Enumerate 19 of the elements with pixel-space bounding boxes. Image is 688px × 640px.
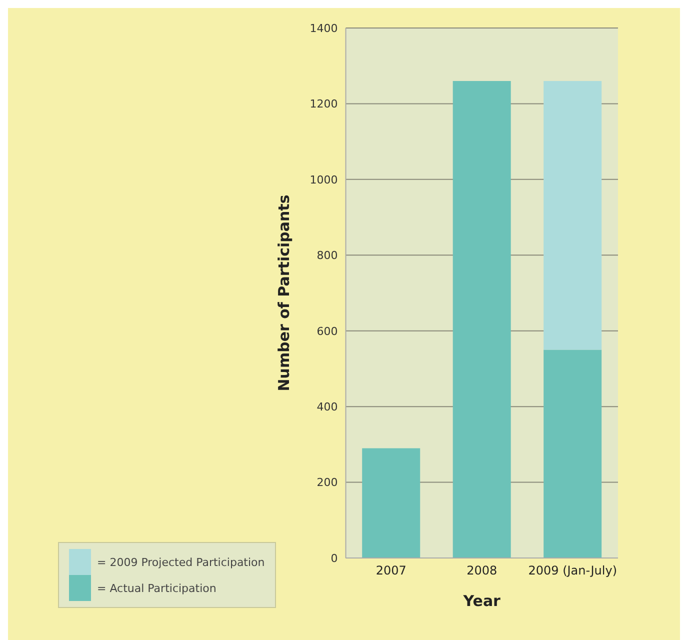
- y-tick-label: 0: [330, 552, 338, 565]
- bar: [544, 350, 602, 558]
- y-tick-label: 800: [316, 249, 338, 262]
- bar: [544, 81, 602, 350]
- bar: [362, 448, 420, 558]
- x-tick-label: 2009 (Jan-July): [528, 564, 618, 578]
- y-tick-label: 1400: [310, 22, 338, 35]
- x-axis-title: Year: [462, 592, 502, 610]
- y-tick-label: 400: [316, 400, 338, 414]
- legend-label: = 2009 Projected Participation: [97, 556, 265, 568]
- y-tick-label: 600: [316, 324, 338, 338]
- bar: [452, 81, 511, 558]
- y-tick-label: 200: [316, 476, 338, 490]
- y-tick-label: 1000: [310, 173, 338, 186]
- y-axis-title: Number of Participants: [275, 194, 294, 392]
- x-tick-label: 2007: [376, 564, 406, 578]
- y-tick-label: 1200: [310, 98, 338, 111]
- legend-label: = Actual Participation: [97, 582, 216, 594]
- x-tick-label: 2008: [466, 564, 498, 578]
